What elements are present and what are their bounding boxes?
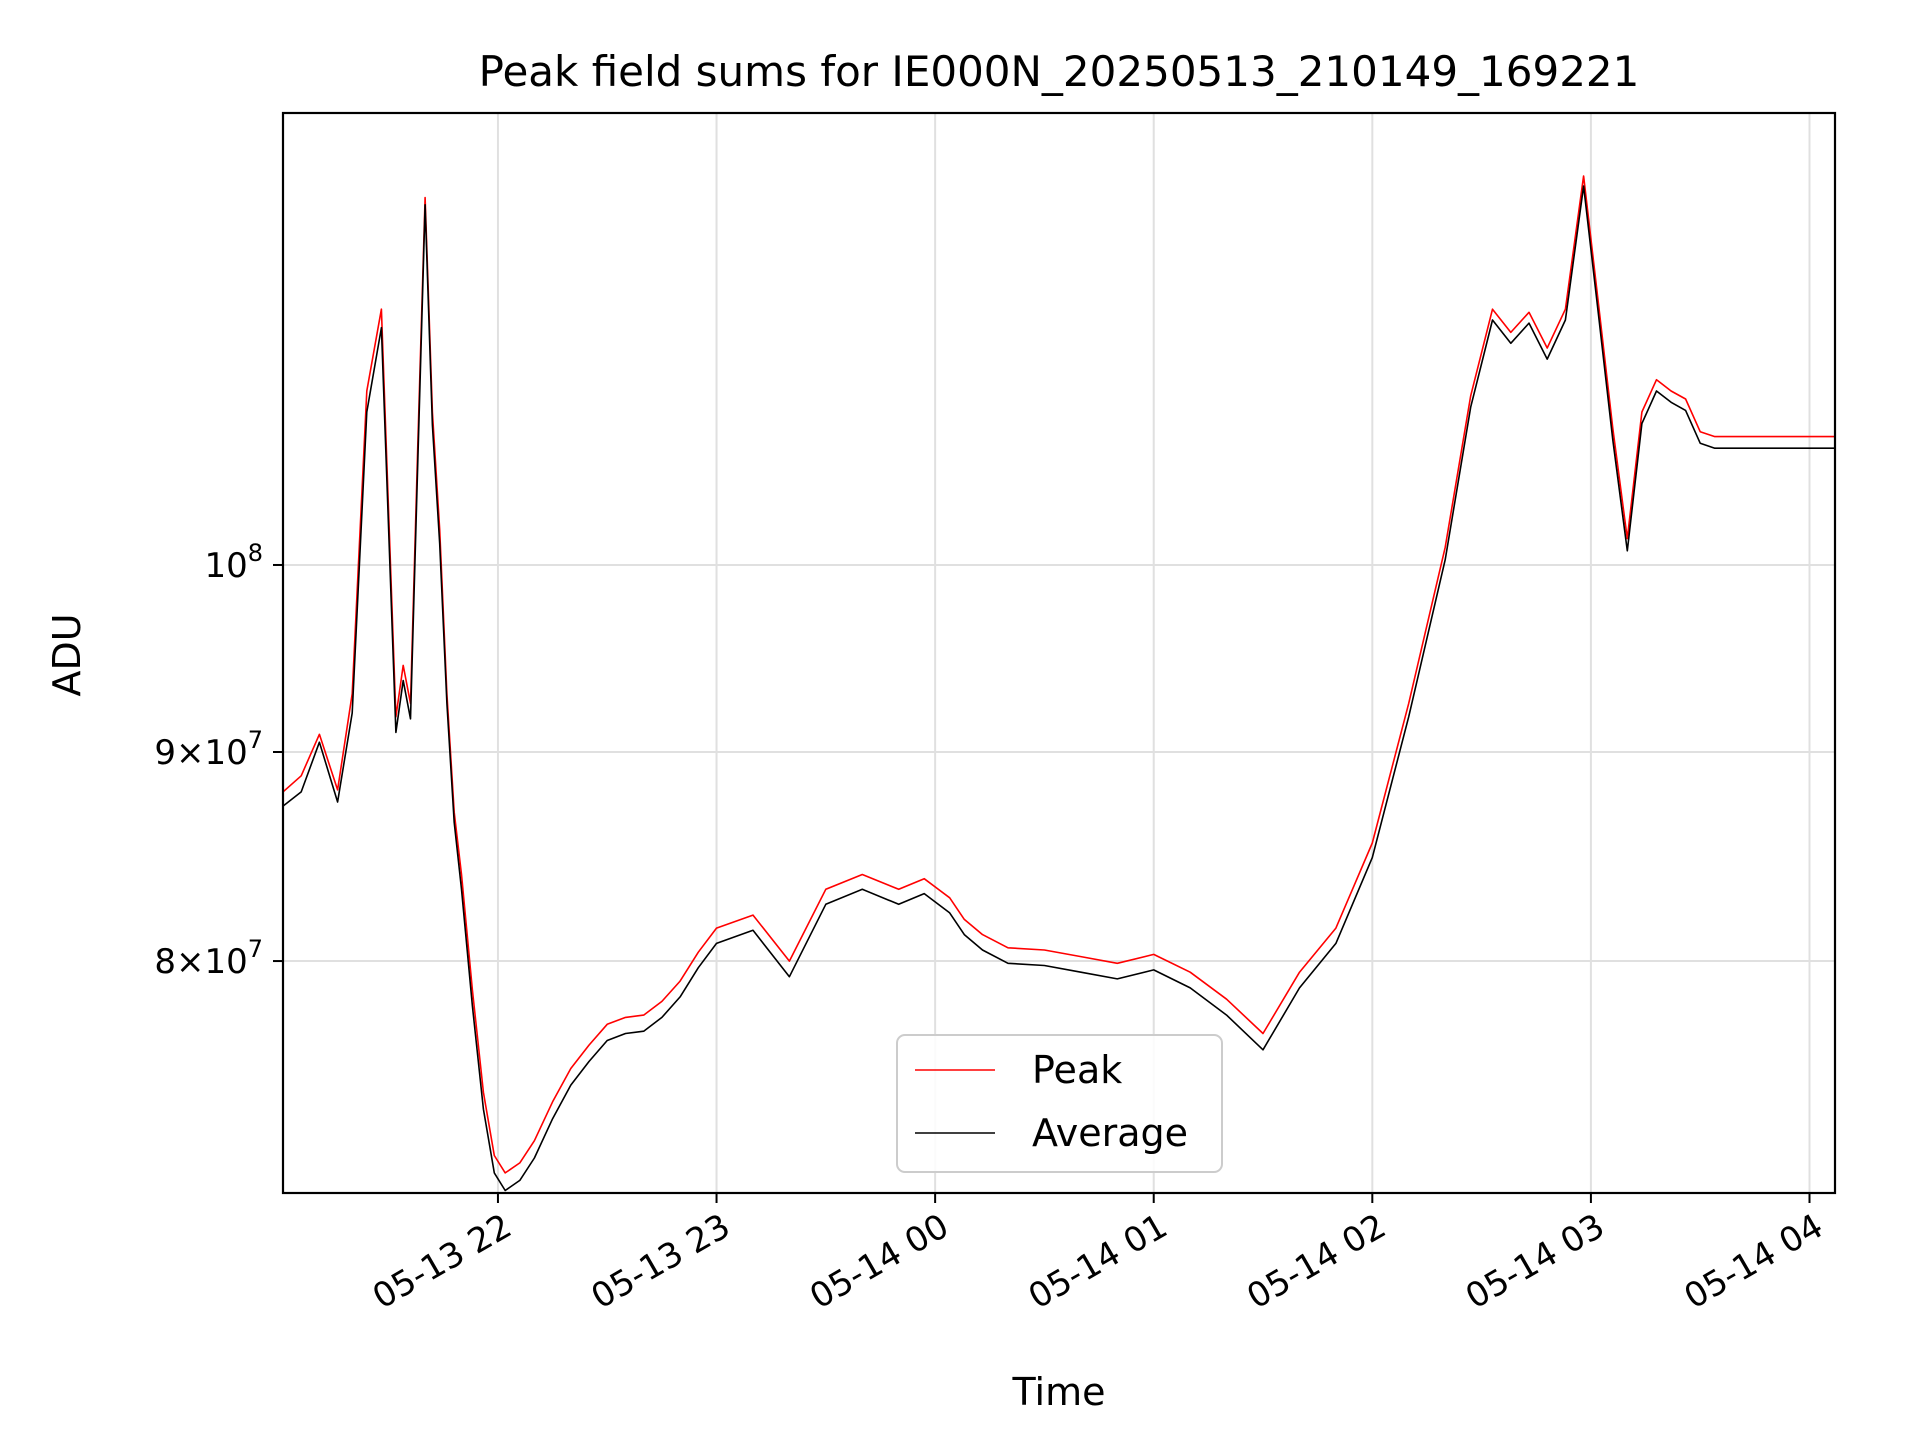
plot-frame — [281, 111, 1837, 1195]
y-tick-times: ×10 — [176, 733, 248, 773]
x-axis-label: Time — [1012, 1370, 1106, 1414]
y-tick-label: 108 — [204, 539, 263, 586]
y-tick-base: 10 — [204, 546, 247, 586]
series-line-average — [283, 185, 1835, 1192]
legend-label-peak: Peak — [1032, 1048, 1122, 1092]
y-tick-label: 8×107 — [154, 935, 263, 982]
legend-label-average: Average — [1032, 1111, 1188, 1155]
y-tick-exponent: 7 — [248, 726, 263, 754]
legend: Peak Average — [896, 1034, 1223, 1173]
y-tick-exponent: 7 — [248, 935, 263, 963]
chart-title: Peak field sums for IE000N_20250513_2101… — [479, 47, 1640, 96]
y-tick-times: ×10 — [176, 942, 248, 982]
grid — [283, 113, 1835, 1193]
series-layer — [283, 175, 1835, 1192]
y-tick-label: 9×107 — [154, 726, 263, 773]
y-axis-label: ADU — [45, 613, 89, 696]
y-tick-mantissa: 9 — [154, 733, 176, 773]
y-tick-mantissa: 8 — [154, 942, 176, 982]
y-tick-exponent: 8 — [248, 539, 263, 567]
